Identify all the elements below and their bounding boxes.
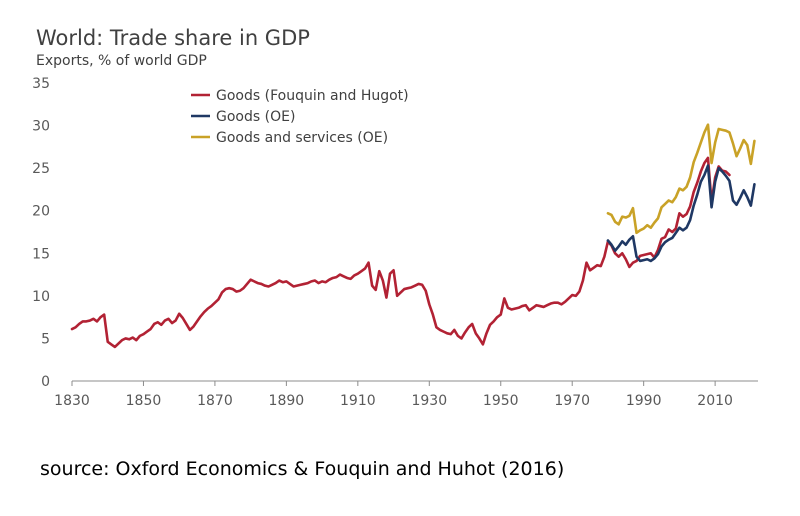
legend: Goods (Fouquin and Hugot) Goods (OE) Goods… — [191, 88, 409, 146]
x-tick-label: 1870 — [197, 393, 233, 409]
y-tick-label: 25 — [32, 161, 50, 177]
y-tick-label: 20 — [32, 204, 50, 220]
x-tick-label: 1950 — [483, 393, 519, 409]
y-tick-label: 5 — [41, 331, 50, 347]
x-tick-label: 1910 — [340, 393, 376, 409]
y-tick-label: 0 — [41, 374, 50, 390]
y-tick-label: 35 — [32, 76, 50, 92]
x-tick-label: 2010 — [697, 393, 733, 409]
series-line-2 — [606, 164, 756, 263]
y-tick-label: 15 — [32, 246, 50, 262]
x-tick-label: 1930 — [411, 393, 447, 409]
chart-title: World: Trade share in GDP — [36, 26, 310, 50]
series-line-3 — [606, 123, 756, 235]
y-axis-label: Exports, % of world GDP — [36, 53, 207, 69]
x-tick-label: 1890 — [269, 393, 305, 409]
legend-label: Goods (OE) — [216, 109, 295, 125]
x-tick-label: 1850 — [126, 393, 162, 409]
legend-label: Goods (Fouquin and Hugot) — [216, 88, 409, 104]
x-tick-label: 1970 — [554, 393, 590, 409]
y-tick-label: 30 — [32, 119, 50, 135]
x-tick-label: 1830 — [54, 393, 90, 409]
source-note: source: Oxford Economics & Fouquin and H… — [40, 458, 565, 480]
series-line-1 — [70, 156, 731, 349]
legend-label: Goods and services (OE) — [216, 130, 388, 146]
y-tick-label: 10 — [32, 289, 50, 305]
series-lines — [70, 123, 756, 349]
axes: 0 5 10 15 20 25 30 35 1830 1850 1870 1890 1910 1930 19… — [32, 76, 758, 409]
x-tick-label: 1990 — [626, 393, 662, 409]
